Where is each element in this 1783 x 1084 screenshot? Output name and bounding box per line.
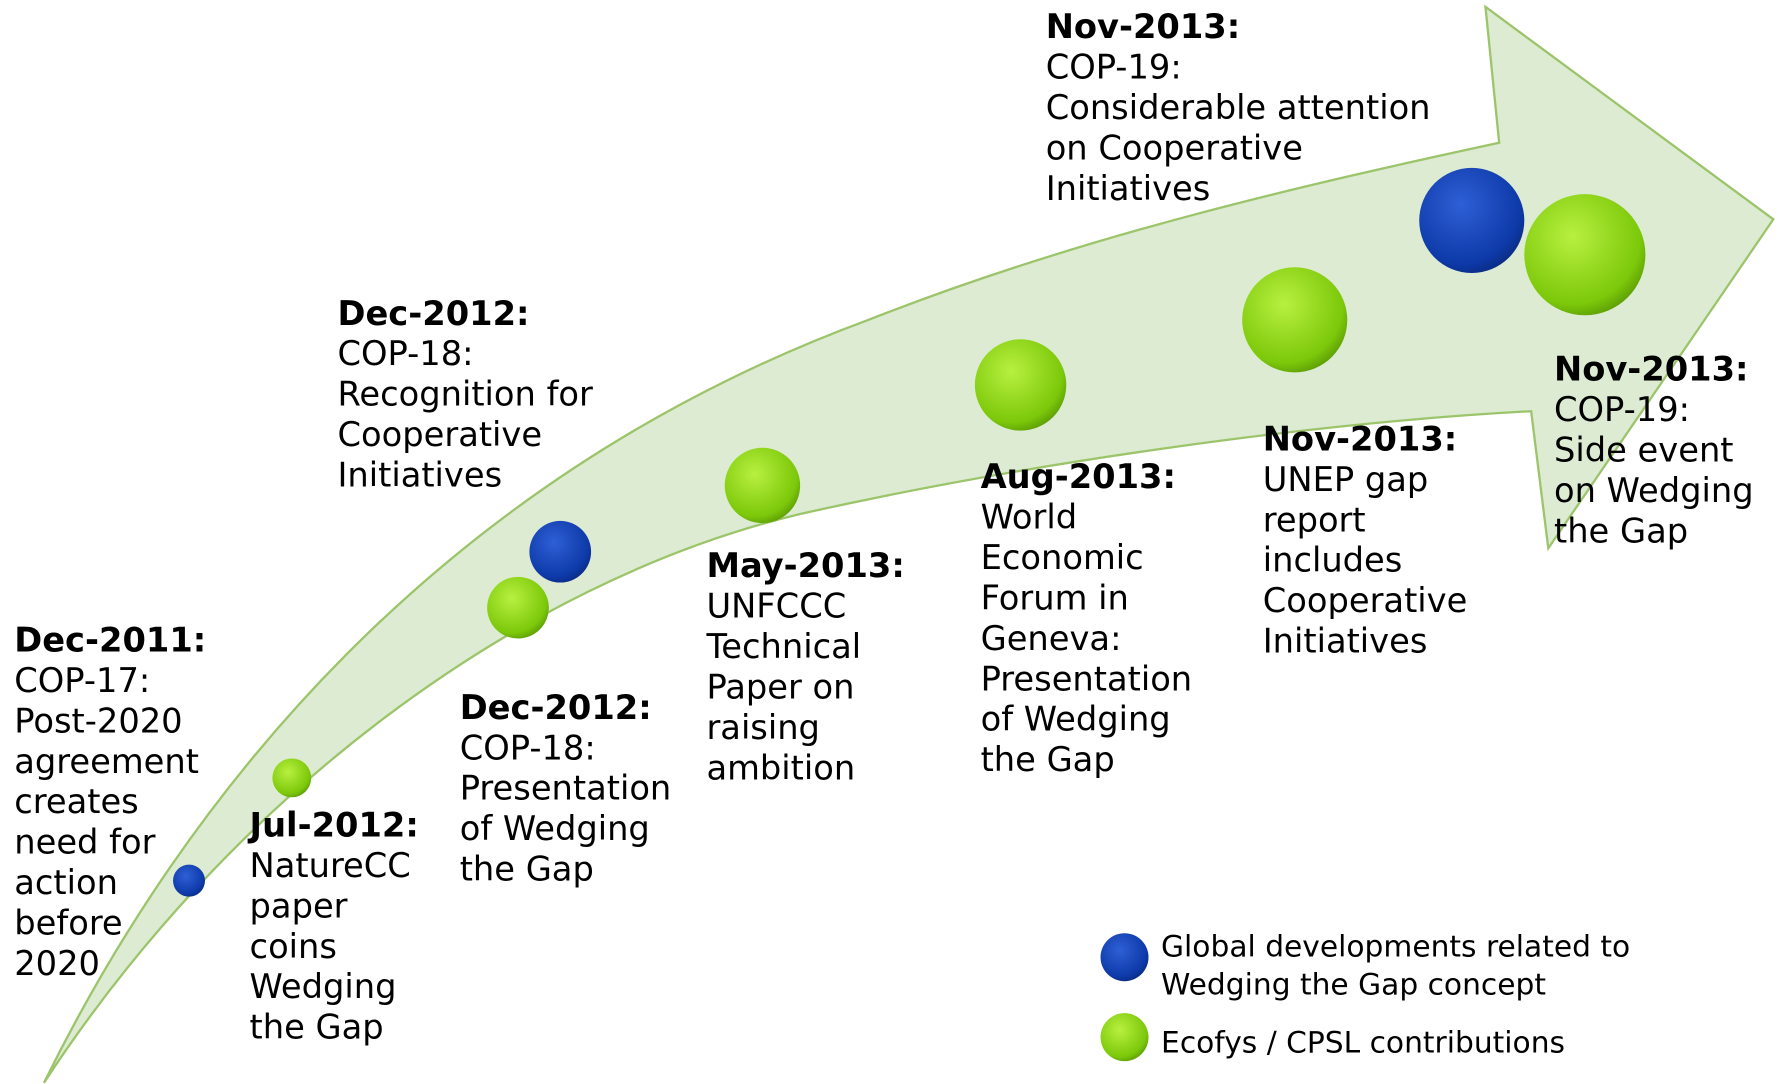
event-text: Presentation	[460, 769, 672, 808]
contribution-marker	[974, 339, 1067, 431]
event-date: May-2013:	[706, 546, 904, 585]
event-text: paper	[250, 886, 348, 925]
event-text: Considerable attention	[1046, 88, 1431, 127]
event-text: 2020	[14, 944, 100, 983]
global-marker	[173, 864, 206, 897]
global-marker	[529, 520, 592, 583]
event-text: Recognition for	[338, 375, 594, 414]
legend-contribution-marker	[1100, 1013, 1149, 1062]
event-text: Cooperative	[1263, 581, 1468, 620]
legend-text: Ecofys / CPSL contributions	[1161, 1026, 1565, 1061]
event-text: the Gap	[981, 740, 1115, 779]
event-date: Nov-2013:	[1046, 7, 1241, 46]
event-text: Post-2020	[14, 701, 182, 740]
event-text: Forum in	[981, 578, 1129, 617]
contribution-marker	[487, 576, 549, 639]
event-text: COP-18:	[338, 334, 474, 373]
event-text: of Wedging	[981, 700, 1171, 739]
event-text: raising	[706, 708, 820, 747]
event-text: Paper on	[706, 668, 854, 707]
event-text: report	[1263, 500, 1366, 539]
event-text: Initiatives	[1046, 169, 1211, 208]
event-text: the Gap	[250, 1008, 384, 1047]
event-text: Cooperative	[338, 415, 543, 454]
markers	[173, 167, 1646, 1062]
legend-text: Global developments related to	[1161, 930, 1630, 965]
event-text: the Gap	[1554, 511, 1688, 550]
event-text: Technical	[705, 627, 861, 666]
contribution-marker	[272, 758, 312, 798]
event-date: Aug-2013:	[981, 457, 1176, 496]
event-text: the Gap	[460, 850, 594, 889]
global-marker	[1419, 167, 1525, 273]
event-text: before	[14, 903, 122, 942]
event-date: Jul-2012:	[248, 805, 419, 844]
event-text: COP-19:	[1554, 390, 1690, 429]
event-text: coins	[250, 927, 337, 966]
event-text: includes	[1263, 541, 1403, 580]
event-text: COP-17:	[14, 661, 150, 700]
event-text: UNEP gap	[1263, 460, 1429, 499]
event-text: UNFCCC	[706, 587, 846, 626]
event-date: Nov-2013:	[1554, 350, 1749, 389]
event-text: of Wedging	[460, 809, 650, 848]
event-text: need for	[14, 823, 155, 862]
contribution-marker	[1242, 267, 1348, 373]
event-text: Initiatives	[1263, 622, 1428, 661]
event-text: Wedging	[250, 967, 397, 1006]
event-date: Dec-2012:	[460, 688, 652, 727]
event-date: Dec-2012:	[338, 294, 530, 333]
contribution-marker	[724, 447, 801, 524]
event-date: Nov-2013:	[1263, 419, 1458, 458]
event-text: Economic	[981, 538, 1144, 577]
event-text: COP-18:	[460, 728, 596, 767]
legend-global-marker	[1100, 933, 1149, 982]
event-text: on Wedging	[1554, 471, 1754, 510]
event-text: COP-19:	[1046, 47, 1182, 86]
event-text: World	[981, 498, 1078, 537]
event-date: Dec-2011:	[14, 620, 206, 659]
event-text: on Cooperative	[1046, 128, 1303, 167]
event-text: Presentation	[981, 659, 1193, 698]
legend-text: Wedging the Gap concept	[1161, 967, 1546, 1002]
event-text: Initiatives	[338, 456, 503, 495]
event-text: Side event	[1554, 431, 1734, 470]
event-text: Geneva:	[981, 619, 1122, 658]
contribution-marker	[1524, 194, 1646, 316]
event-text: creates	[14, 782, 139, 821]
event-text: action	[14, 863, 118, 902]
event-text: ambition	[706, 748, 855, 787]
event-text: NatureCC	[250, 846, 411, 885]
event-text: agreement	[14, 742, 199, 781]
